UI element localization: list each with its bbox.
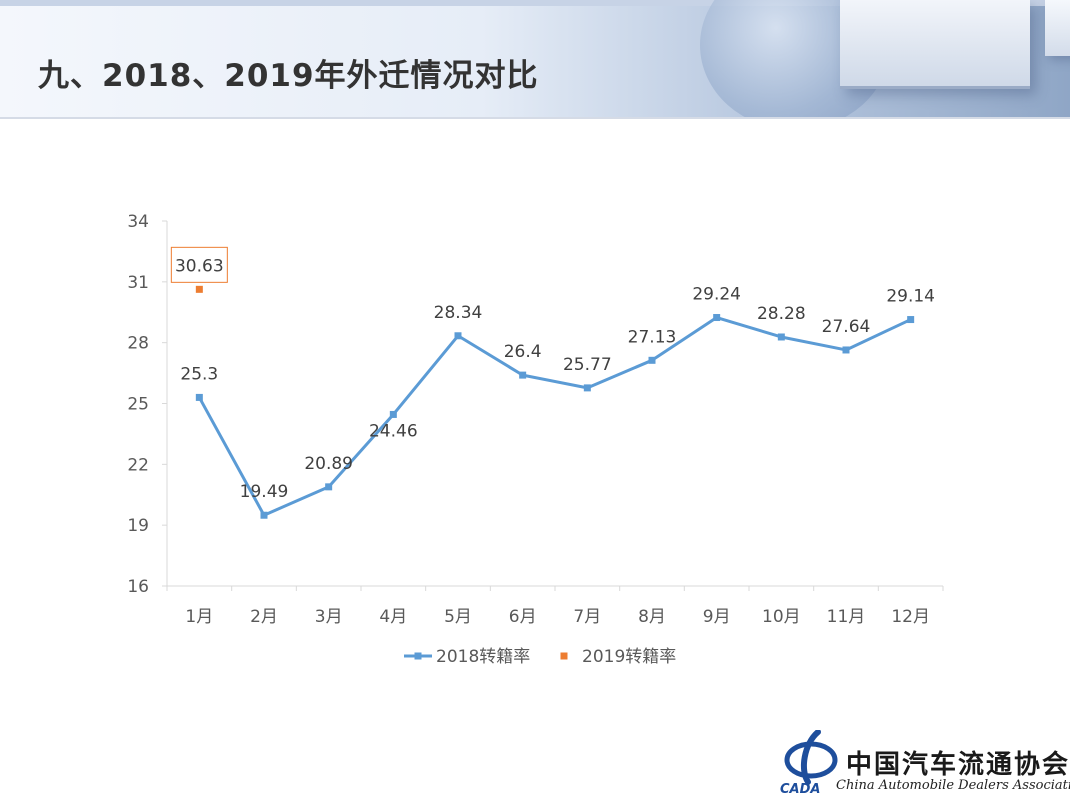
series-2018-data-label: 25.3 (180, 364, 218, 384)
series-2019-data-label: 30.63 (175, 256, 224, 276)
x-tick-label: 12月 (891, 607, 930, 627)
cada-emblem-text: CADA (780, 782, 820, 796)
series-2018-point (195, 393, 203, 401)
legend-2019-label: 2019转籍率 (582, 647, 676, 667)
series-2018-data-label: 27.13 (628, 327, 677, 347)
series-2018-point (260, 511, 268, 519)
series-2018-data-label: 25.77 (563, 355, 612, 375)
legend-2019-marker (560, 652, 568, 660)
series-2018-point (777, 333, 785, 341)
banner-divider (0, 117, 1070, 119)
series-2018-point (842, 346, 850, 354)
banner-cube-image (840, 0, 1030, 89)
x-tick-label: 6月 (509, 607, 537, 627)
cada-logo: CADA 中国汽车流通协会 China Automobile Dealers A… (778, 730, 1070, 800)
y-tick-label: 19 (127, 516, 149, 536)
x-tick-label: 2月 (250, 607, 278, 627)
series-2018-data-label: 19.49 (240, 482, 289, 502)
series-2018-data-label: 24.46 (369, 421, 418, 441)
y-tick-label: 16 (127, 577, 149, 597)
y-tick-label: 22 (127, 455, 149, 475)
series-2018-point (648, 356, 656, 364)
x-tick-label: 8月 (638, 607, 666, 627)
series-2018-point (325, 483, 333, 491)
series-2018-point (583, 384, 591, 392)
series-2018-point (907, 316, 915, 324)
series-2018-point (713, 314, 721, 322)
logo-name: 中国汽车流通协会 (846, 750, 1070, 780)
series-2018-point (519, 371, 527, 379)
y-tick-label: 31 (127, 273, 149, 293)
legend-2018-marker (414, 652, 422, 660)
series-2018-data-label: 28.34 (434, 303, 483, 323)
legend-2018-label: 2018转籍率 (436, 647, 530, 667)
banner-cube-image-small (1045, 0, 1070, 56)
series-2018-data-label: 27.64 (822, 317, 871, 337)
series-2018-data-label: 29.14 (886, 287, 935, 307)
series-2018-data-label: 28.28 (757, 304, 806, 324)
series-2018-data-label: 26.4 (504, 342, 542, 362)
series-2018-data-label: 29.24 (692, 285, 741, 305)
x-tick-label: 11月 (827, 607, 866, 627)
x-tick-label: 5月 (444, 607, 472, 627)
series-2018-point (389, 410, 397, 418)
title-banner: 九、2018、2019年外迁情况对比 (0, 0, 1070, 118)
x-tick-label: 1月 (185, 607, 213, 627)
series-2019-point (195, 285, 203, 293)
series-2018-data-label: 20.89 (304, 454, 353, 474)
y-tick-label: 25 (127, 395, 149, 415)
x-tick-label: 4月 (379, 607, 407, 627)
x-tick-label: 9月 (703, 607, 731, 627)
cada-emblem-icon: CADA (780, 730, 838, 796)
logo-subtitle: China Automobile Dealers Association (836, 778, 1070, 793)
series-2019-label-box (170, 246, 228, 283)
series-2018-point (454, 332, 462, 340)
x-tick-label: 7月 (573, 607, 601, 627)
series-2018-line (198, 316, 912, 517)
y-tick-label: 28 (127, 334, 149, 354)
page-title: 九、2018、2019年外迁情况对比 (38, 58, 539, 94)
banner-stripe (0, 0, 1070, 6)
x-tick-label: 10月 (762, 607, 801, 627)
y-tick-label: 34 (127, 212, 149, 232)
x-tick-label: 3月 (315, 607, 343, 627)
